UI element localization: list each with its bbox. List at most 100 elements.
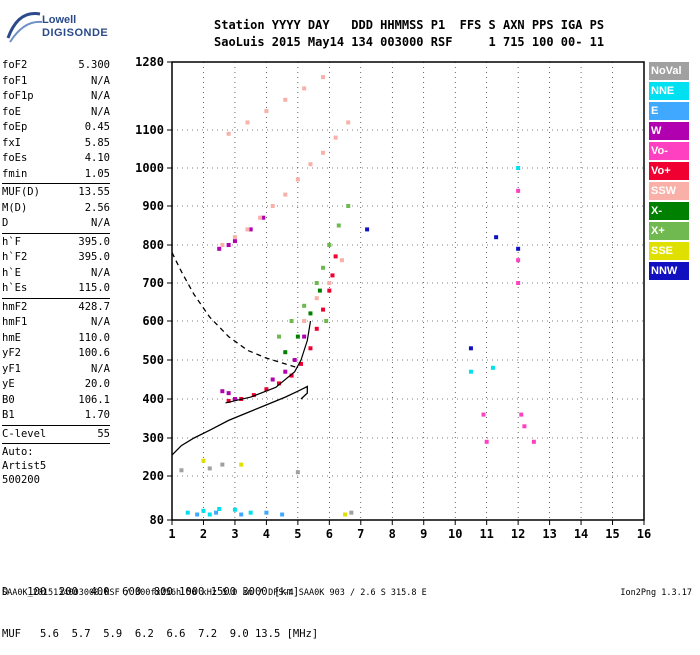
- ionogram-chart: 1 2 3 4 5 6 7 8 9 10 11 12 13 14 15 1680200300400500600…: [135, 55, 651, 541]
- param-row: yF2 100.6: [2, 346, 110, 362]
- y-tick-label: 1000: [135, 161, 164, 175]
- echo-point: [346, 204, 351, 208]
- echo-point: [299, 361, 304, 366]
- param-row: foF2 5.300: [2, 58, 110, 74]
- param-row: yF1 N/A: [2, 362, 110, 378]
- plot-frame: [171, 61, 645, 521]
- echo-point: [327, 288, 332, 293]
- echo-point: [289, 319, 294, 323]
- y-tick-label: 800: [142, 238, 164, 252]
- param-name: foF1: [2, 74, 28, 87]
- param-value: 100.6: [78, 347, 110, 359]
- param-row: B0 106.1: [2, 393, 110, 409]
- legend-item-ssw: SSW: [649, 182, 689, 200]
- y-tick-label: 200: [142, 469, 164, 483]
- muf-distance-row: D 100 200 400 600 800 1000 1500 3000 [km…: [2, 585, 318, 599]
- echo-point: [258, 215, 263, 220]
- y-tick-label: 900: [142, 199, 164, 213]
- echo-point: [516, 246, 521, 251]
- param-row: yE 20.0: [2, 377, 110, 393]
- true-height-profile: [171, 385, 308, 456]
- echo-point: [201, 458, 206, 463]
- param-name: foE: [2, 105, 21, 118]
- echo-point: [516, 258, 521, 263]
- param-value: N/A: [91, 74, 110, 87]
- legend-item-nnw: NNW: [649, 262, 689, 280]
- param-name: D: [2, 217, 9, 229]
- echo-point: [226, 391, 231, 396]
- x-tick-label: 4: [263, 527, 270, 541]
- param-name: yF2: [2, 347, 21, 359]
- y-tick-label: 600: [142, 314, 164, 328]
- param-name: yE: [2, 378, 15, 390]
- param-row: foF1 N/A: [2, 74, 110, 90]
- color-legend: NoVal NNE E W Vo- Vo+ SSW X- X+ SSE NNW: [649, 62, 689, 282]
- echo-point: [484, 439, 489, 444]
- echo-point: [346, 120, 351, 125]
- echo-point: [343, 512, 348, 517]
- panel-divider: [2, 297, 110, 299]
- echo-point: [264, 387, 269, 392]
- echo-point: [245, 120, 250, 125]
- param-name: MUF(D): [2, 186, 40, 198]
- legend-item-nne: NNE: [649, 82, 689, 100]
- echo-point: [339, 258, 344, 263]
- echo-point: [232, 235, 237, 240]
- param-name: fxI: [2, 136, 21, 149]
- x-tick-label: 11: [479, 527, 493, 541]
- echo-point: [270, 377, 275, 382]
- param-row: h`E N/A: [2, 266, 110, 282]
- param-row: M(D) 2.56: [2, 201, 110, 217]
- param-name: h`F: [2, 235, 21, 248]
- param-value: 1.70: [84, 409, 110, 421]
- echo-point: [321, 75, 326, 80]
- param-value: 2.56: [84, 201, 110, 214]
- echo-point: [519, 412, 524, 417]
- echo-point: [516, 188, 521, 193]
- param-value: 5.85: [84, 136, 110, 149]
- panel-divider: [2, 443, 110, 444]
- param-value: 0.45: [84, 121, 110, 133]
- param-value: 55: [97, 427, 110, 440]
- echo-point: [308, 162, 313, 167]
- echo-point: [207, 512, 212, 517]
- echo-point: [330, 273, 335, 278]
- param-value: 20.0: [84, 378, 110, 390]
- param-row: foE N/A: [2, 105, 110, 121]
- param-name: C-level: [2, 427, 47, 440]
- muf-distance: 800: [153, 586, 173, 598]
- echo-point: [264, 510, 269, 515]
- echo-point: [232, 397, 237, 401]
- param-row: h`Es 115.0: [2, 281, 110, 297]
- muf-distance: 1500: [210, 586, 237, 598]
- param-row: B1 1.70: [2, 408, 110, 424]
- echo-point: [295, 334, 300, 339]
- echo-point: [248, 510, 253, 515]
- x-tick-label: 2: [200, 527, 207, 541]
- echo-point: [226, 398, 231, 403]
- echo-point: [321, 150, 326, 155]
- muf-value: 5.6: [39, 628, 59, 640]
- echo-point: [302, 319, 307, 323]
- echo-point: [302, 86, 307, 91]
- param-name: h`F2: [2, 251, 28, 263]
- echo-point: [217, 507, 222, 511]
- legend-item-vo: Vo+: [649, 162, 689, 180]
- panel-divider: [2, 424, 110, 426]
- echo-point: [264, 109, 269, 114]
- panel-divider: [2, 183, 110, 184]
- x-tick-label: 14: [574, 527, 588, 541]
- param-row: foEs 4.10: [2, 151, 110, 167]
- muf-value: 6.6: [166, 628, 186, 640]
- param-name: h`E: [2, 266, 21, 279]
- footer-version: Ion2Png 1.3.17: [620, 588, 692, 598]
- param-name: B1: [2, 409, 15, 421]
- param-row: h`F2 395.0: [2, 250, 110, 266]
- param-row: hmF1 N/A: [2, 315, 110, 331]
- echo-point: [283, 369, 288, 374]
- param-name: B0: [2, 393, 15, 406]
- param-row: D N/A: [2, 216, 110, 232]
- echo-point: [179, 468, 184, 473]
- muf-distance: 600: [122, 586, 142, 598]
- muf-value-row: MUF 5.6 5.7 5.9 6.2 6.6 7.2 9.0 13.5 [MH…: [2, 627, 318, 641]
